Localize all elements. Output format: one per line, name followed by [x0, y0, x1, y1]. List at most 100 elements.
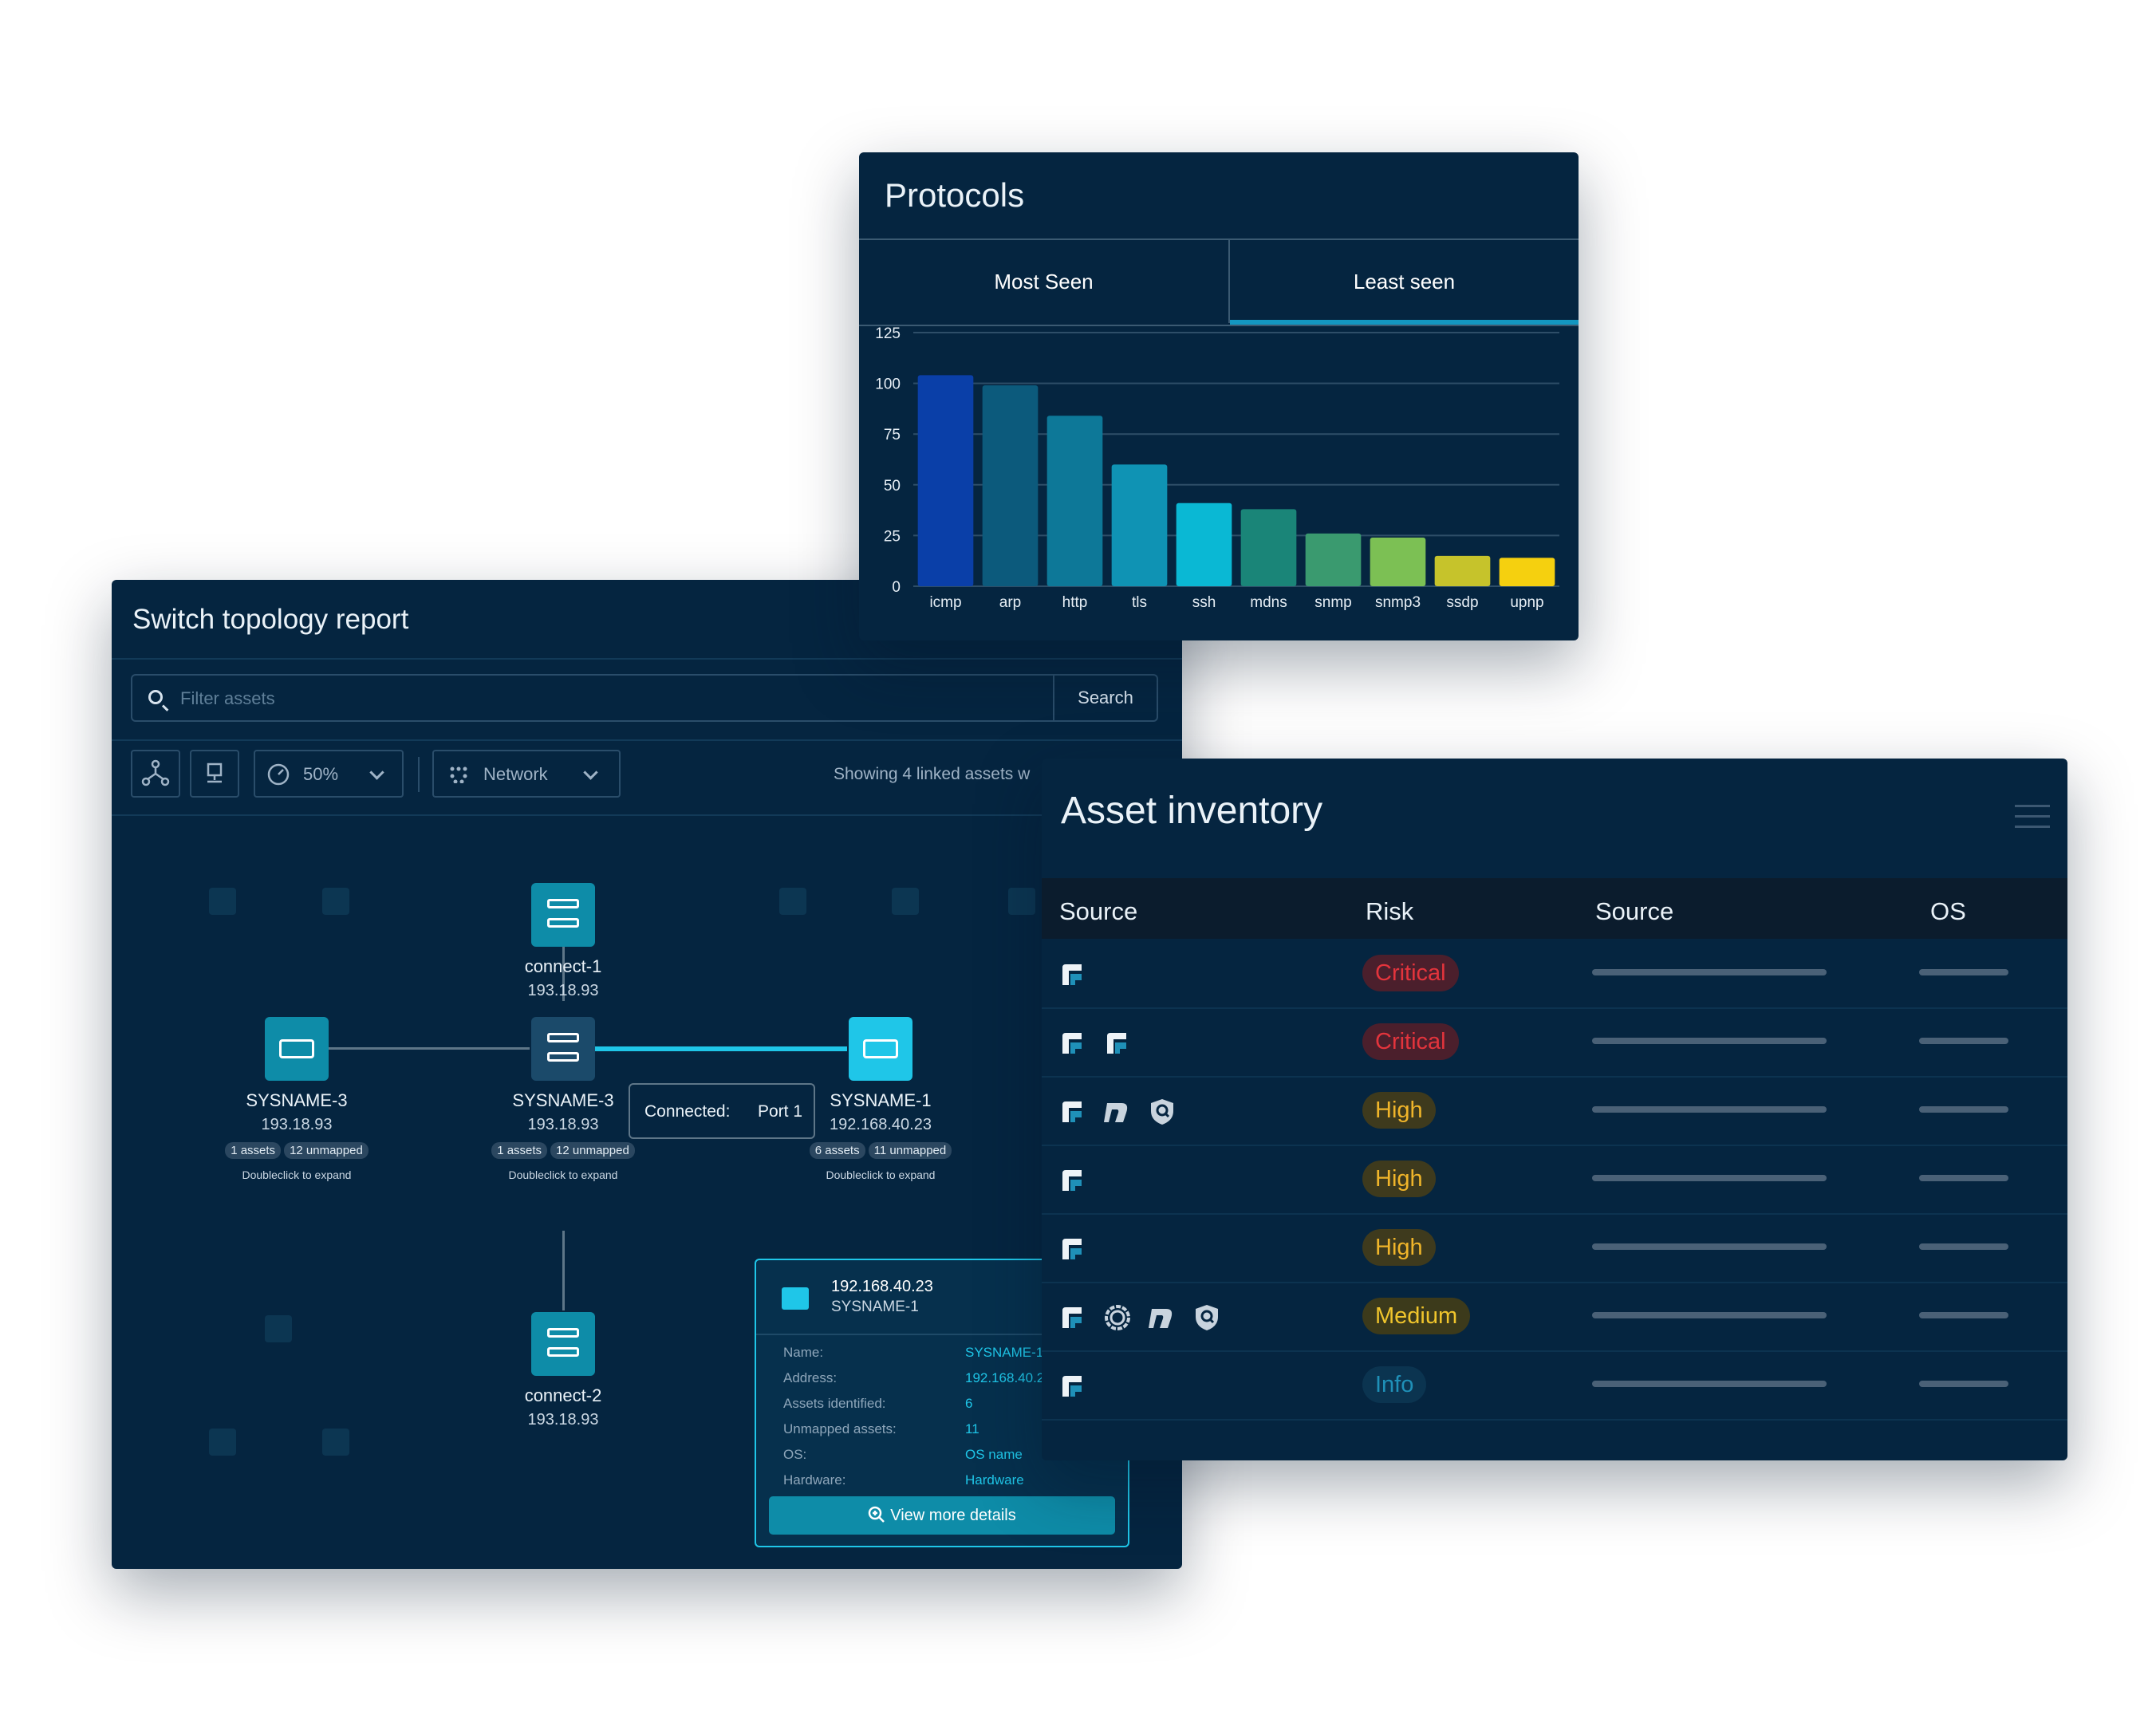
table-row[interactable]: High	[1042, 1213, 2067, 1283]
sysname-3-center-node[interactable]	[531, 1017, 595, 1081]
faded-node	[265, 1315, 292, 1342]
forescout-icon	[1058, 1302, 1088, 1333]
bar-ssdp[interactable]	[1434, 555, 1491, 586]
forescout-icon	[1102, 1028, 1133, 1058]
server-icon	[547, 1347, 579, 1357]
y-tick-label: 50	[884, 478, 901, 495]
y-tick-label: 75	[884, 427, 901, 443]
assets-pill: 6 assets	[809, 1142, 865, 1159]
faded-node	[322, 888, 349, 915]
column-header-source-2[interactable]: Source	[1595, 897, 1674, 925]
source-icons	[1058, 1302, 1236, 1333]
tab-most-seen[interactable]: Most Seen	[994, 270, 1094, 294]
zoom-dropdown[interactable]: 50%	[254, 750, 404, 798]
asset-inventory-title: Asset inventory	[1061, 790, 1323, 832]
active-link-line[interactable]	[595, 1046, 847, 1051]
os-placeholder-bar	[1919, 1312, 2008, 1318]
detail-value: OS name	[965, 1447, 1023, 1462]
column-header-risk[interactable]: Risk	[1366, 897, 1414, 925]
filter-assets-input[interactable]: Filter assets	[180, 688, 275, 708]
protocols-panel: Protocols Most Seen Least seen 0 25 50 75 10…	[859, 152, 1579, 640]
column-header-os[interactable]: OS	[1930, 897, 1966, 925]
bar-upnp[interactable]	[1499, 558, 1555, 586]
detail-value: 192.168.40.2	[965, 1370, 1045, 1385]
bar-snmp[interactable]	[1305, 533, 1362, 586]
menu-icon[interactable]	[2015, 805, 2050, 829]
connect-2-node[interactable]	[531, 1312, 595, 1376]
faded-node	[322, 1429, 349, 1456]
shield-icon	[1147, 1097, 1177, 1127]
unmapped-pill: 12 unmapped	[284, 1142, 369, 1159]
table-row[interactable]: Critical	[1042, 939, 2067, 1009]
link-line	[562, 944, 565, 1001]
bar-snmp3[interactable]	[1370, 537, 1426, 586]
detail-ip: 192.168.40.23	[831, 1278, 933, 1295]
os-placeholder-bar	[1919, 1175, 2008, 1181]
sysname-3-left-node[interactable]	[265, 1017, 329, 1081]
x-tick-label: icmp	[929, 594, 961, 611]
table-header: Source Risk Source OS	[1042, 878, 2067, 939]
detail-label: Hardware:	[783, 1472, 846, 1488]
shield-icon	[1192, 1302, 1222, 1333]
faded-node	[892, 888, 919, 915]
detail-label: Assets identified:	[783, 1396, 886, 1411]
unmapped-pill: 12 unmapped	[550, 1142, 635, 1159]
tab-least-seen[interactable]: Least seen	[1230, 240, 1579, 325]
forescout-icon	[1058, 1097, 1088, 1127]
forescout-icon	[1058, 960, 1088, 990]
connection-label: Connected:	[644, 1102, 731, 1121]
table-row[interactable]: Medium	[1042, 1282, 2067, 1352]
x-tick-label: mdns	[1250, 594, 1287, 611]
x-tick-label: upnp	[1510, 594, 1543, 611]
topology-view-button[interactable]	[131, 750, 180, 798]
view-more-details-button[interactable]: View more details	[769, 1496, 1115, 1535]
topology-title: Switch topology report	[132, 604, 409, 635]
network-dots-icon	[450, 766, 467, 783]
risk-badge: Critical	[1362, 955, 1459, 991]
bar-arp[interactable]	[982, 385, 1039, 586]
topology-canvas[interactable]: connect-1 193.18.93 SYSNAME-3 193.18.93 …	[112, 816, 1182, 1569]
ring-icon	[1102, 1302, 1133, 1333]
device-view-button[interactable]	[190, 750, 239, 798]
sysname-1-node[interactable]	[849, 1017, 912, 1081]
filter-assets-bar: Filter assets Search	[131, 674, 1158, 722]
bar-mdns[interactable]	[1240, 509, 1297, 586]
forescout-icon	[1058, 1234, 1088, 1264]
bar-tls[interactable]	[1111, 464, 1168, 586]
divider	[112, 658, 1182, 660]
network-label: Network	[483, 764, 548, 784]
detail-label: Name:	[783, 1345, 824, 1360]
expand-hint: Doubleclick to expand	[826, 1168, 936, 1181]
connect-1-node[interactable]	[531, 883, 595, 947]
column-header-source[interactable]: Source	[1059, 897, 1138, 925]
detail-label: OS:	[783, 1447, 807, 1462]
chevron-down-icon	[583, 765, 598, 780]
risk-badge: High	[1362, 1092, 1436, 1129]
faded-node	[1008, 888, 1035, 915]
node-name: SYSNAME-1	[830, 1090, 932, 1110]
bar-ssh[interactable]	[1176, 502, 1232, 586]
node-ip: 193.18.93	[527, 1116, 599, 1133]
table-row[interactable]: Critical	[1042, 1007, 2067, 1078]
table-row[interactable]: High	[1042, 1145, 2067, 1215]
bar-http[interactable]	[1046, 416, 1103, 586]
d-logo-icon	[1147, 1302, 1177, 1333]
protocols-bar-chart: 0 25 50 75 100 125 icmp arp http tls ssh mdns snmp sn…	[875, 325, 1559, 611]
x-tick-label: ssdp	[1446, 594, 1478, 611]
x-tick-label: snmp	[1314, 594, 1351, 611]
detail-value: Hardware	[965, 1472, 1024, 1488]
forescout-icon	[1058, 1371, 1088, 1401]
search-icon	[148, 690, 163, 704]
bar-icmp[interactable]	[917, 375, 974, 586]
asset-inventory-panel: Asset inventory Source Risk Source OS Cr…	[1042, 759, 2067, 1460]
network-dropdown[interactable]: Network	[432, 750, 621, 798]
source-placeholder-bar	[1592, 1175, 1827, 1181]
source-placeholder-bar	[1592, 1243, 1827, 1250]
risk-badge: Medium	[1362, 1298, 1471, 1334]
detail-label: Address:	[783, 1370, 838, 1385]
search-button[interactable]: Search	[1053, 676, 1157, 720]
table-row[interactable]: Info	[1042, 1350, 2067, 1421]
connection-tooltip: Connected: Port 1	[629, 1083, 815, 1139]
risk-badge: High	[1362, 1161, 1436, 1197]
table-row[interactable]: High	[1042, 1076, 2067, 1146]
